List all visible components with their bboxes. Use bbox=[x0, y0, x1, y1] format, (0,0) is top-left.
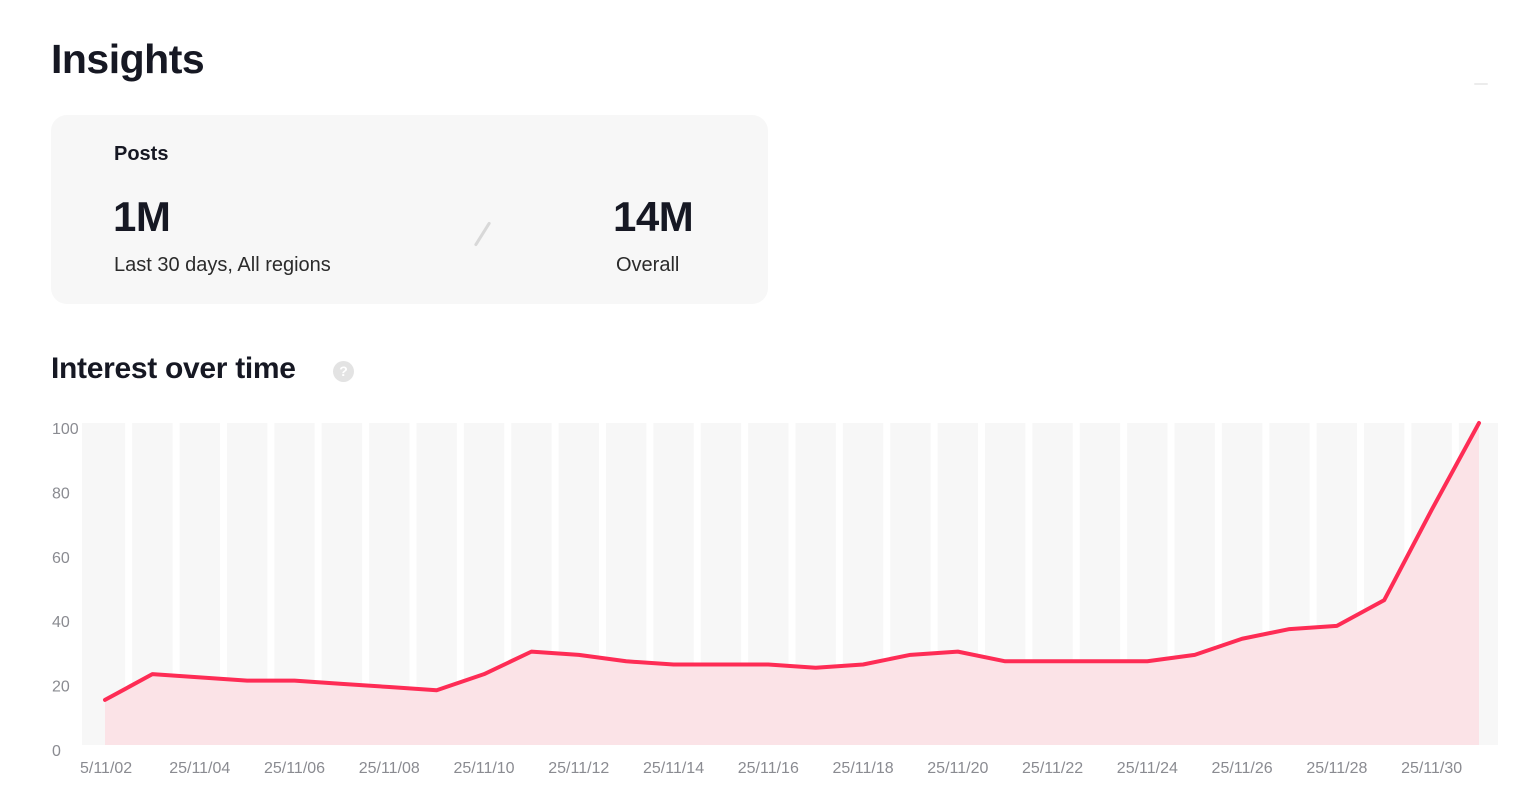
x-tick-label: 25/11/04 bbox=[169, 760, 230, 777]
x-tick-label: 25/11/20 bbox=[927, 760, 988, 777]
x-tick-label: 25/11/08 bbox=[359, 760, 420, 777]
help-icon[interactable]: ? bbox=[333, 361, 354, 382]
x-tick-label: 25/11/16 bbox=[738, 760, 799, 777]
corner-mark bbox=[1474, 83, 1488, 85]
posts-overall-value: 14M bbox=[613, 193, 694, 240]
x-tick-label: 25/11/22 bbox=[1022, 760, 1083, 777]
x-tick-label: 25/11/26 bbox=[1212, 760, 1273, 777]
posts-overall-caption: Overall bbox=[616, 254, 680, 276]
x-tick-label: 25/11/06 bbox=[264, 760, 325, 777]
y-tick-label: 40 bbox=[52, 614, 70, 631]
page-title: Insights bbox=[51, 36, 205, 82]
x-tick-label: 25/11/28 bbox=[1306, 760, 1367, 777]
posts-recent-caption: Last 30 days, All regions bbox=[114, 254, 331, 276]
y-tick-label: 20 bbox=[52, 679, 70, 696]
y-tick-label: 80 bbox=[52, 485, 70, 502]
y-tick-label: 100 bbox=[52, 421, 79, 438]
x-tick-label: 25/11/30 bbox=[1401, 760, 1462, 777]
series-area bbox=[105, 423, 1479, 745]
interest-title: Interest over time bbox=[51, 352, 296, 385]
posts-label: Posts bbox=[114, 143, 169, 165]
posts-card: Posts 1M Last 30 days, All regions 14M O… bbox=[51, 115, 768, 304]
posts-recent-value: 1M bbox=[113, 193, 171, 240]
x-tick-label: 25/11/12 bbox=[548, 760, 609, 777]
interest-chart-svg: 0 20 40 60 80 100 5/11/02 25/11/04 25/11/06 25/11… bbox=[52, 421, 1498, 777]
series-line bbox=[103, 421, 1481, 702]
interest-chart: 0 20 40 60 80 100 5/11/02 25/11/04 25/11/06 25/11… bbox=[0, 405, 1536, 799]
y-tick-label: 60 bbox=[52, 550, 70, 567]
x-tick-label: 25/11/14 bbox=[643, 760, 704, 777]
x-tick-label: 25/11/24 bbox=[1117, 760, 1178, 777]
y-tick-label: 0 bbox=[52, 743, 61, 760]
x-tick-label: 5/11/02 bbox=[80, 760, 132, 777]
x-tick-label: 25/11/18 bbox=[833, 760, 894, 777]
stat-divider bbox=[473, 221, 492, 247]
x-tick-label: 25/11/10 bbox=[453, 760, 514, 777]
